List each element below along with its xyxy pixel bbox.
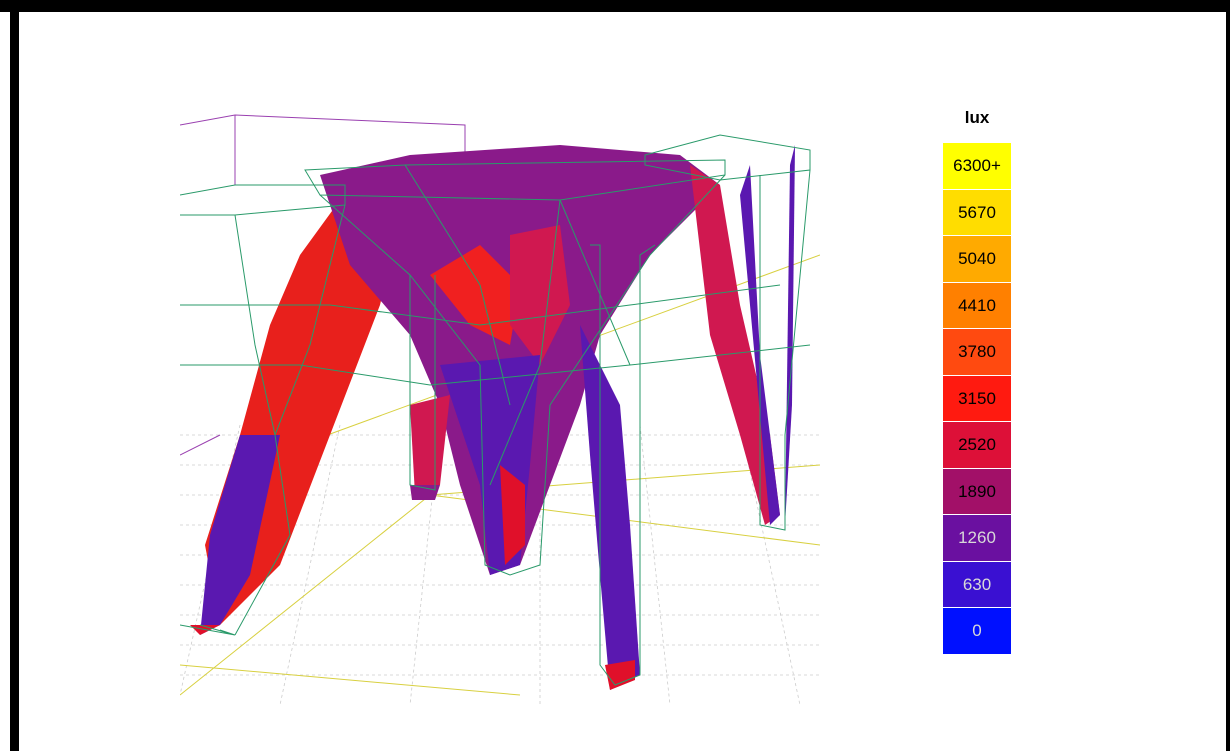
legend-entry: 2520 — [943, 422, 1011, 469]
legend-entry: 1260 — [943, 515, 1011, 562]
frame-left — [10, 0, 19, 751]
frame-top — [0, 0, 1230, 12]
legend-entry: 5040 — [943, 236, 1011, 283]
render-view — [180, 105, 820, 705]
page: lux 6300+5670504044103780315025201890126… — [0, 0, 1230, 751]
legend-entry: 0 — [943, 608, 1011, 655]
legend-title: lux — [943, 105, 1011, 143]
legend-entry: 1890 — [943, 469, 1011, 516]
frame-right — [1226, 0, 1230, 751]
legend-entry: 3780 — [943, 329, 1011, 376]
legend-entry: 630 — [943, 562, 1011, 609]
legend-entry: 3150 — [943, 376, 1011, 423]
legend-entry: 5670 — [943, 190, 1011, 237]
surfaces — [190, 145, 795, 690]
legend-entry: 4410 — [943, 283, 1011, 330]
legend-entry: 6300+ — [943, 143, 1011, 190]
